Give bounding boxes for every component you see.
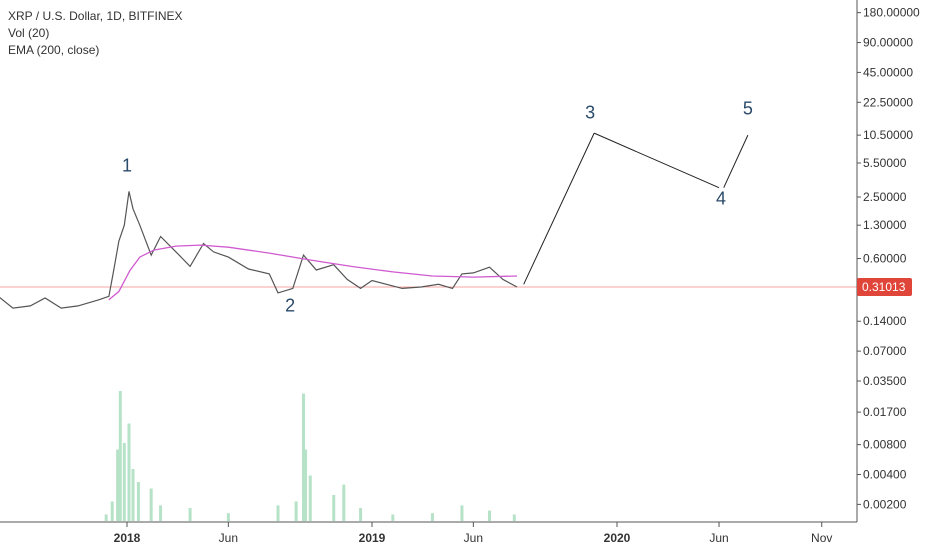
price-badge: 0.31013	[857, 277, 912, 296]
wave-label-5: 5	[743, 98, 753, 118]
ema-series-line	[108, 244, 518, 301]
y-tick-label: 0.03500	[863, 374, 907, 388]
wave-label-2: 2	[285, 296, 295, 316]
y-axis-ticks: 180.00000 90.00000 45.00000 22.50000 10.5000…	[857, 6, 920, 511]
volume-bar	[304, 449, 308, 521]
price-series-line	[0, 191, 518, 309]
volume-bar	[131, 469, 135, 521]
volume-bar	[342, 484, 346, 521]
y-tick-label: 0.07000	[863, 344, 907, 358]
volume-bar	[118, 391, 122, 521]
y-tick-label: 0.00800	[863, 438, 907, 452]
volume-indicator-label[interactable]: Vol (20)	[8, 26, 50, 40]
projection-layer	[523, 132, 749, 285]
volume-bar	[332, 495, 336, 521]
volume-bar	[391, 514, 395, 521]
annotation-layer: 1 2 3 4 5	[122, 98, 753, 315]
x-tick-label: Jun	[219, 531, 238, 545]
wave-label-3: 3	[585, 102, 595, 122]
wave-label-4: 4	[716, 189, 726, 209]
volume-bar	[188, 508, 192, 521]
volume-bar	[512, 514, 516, 521]
y-tick-label: 180.00000	[863, 6, 920, 20]
volume-bar	[149, 488, 153, 521]
volume-bar	[116, 449, 120, 521]
y-tick-label: 22.50000	[863, 95, 913, 109]
x-axis-ticks: 2018 Jun 2019 Jun 2020 Jun Nov	[114, 522, 832, 545]
volume-bar	[430, 513, 434, 521]
y-tick-label: 0.00400	[863, 468, 907, 482]
y-tick-label: 0.00200	[863, 497, 907, 511]
y-tick-label: 0.14000	[863, 314, 907, 328]
x-tick-label: Jun	[464, 531, 483, 545]
series-layer	[0, 191, 518, 309]
y-tick-label: 90.00000	[863, 36, 913, 50]
volume-layer	[104, 391, 516, 521]
volume-bar	[122, 443, 126, 521]
y-tick-label: 2.50000	[863, 190, 907, 204]
x-tick-label: Jun	[709, 531, 728, 545]
y-tick-label: 0.60000	[863, 252, 907, 266]
y-tick-label: 45.00000	[863, 65, 913, 79]
volume-bar	[104, 514, 108, 521]
volume-bar	[159, 505, 163, 521]
y-tick-label: 10.50000	[863, 128, 913, 142]
volume-bar	[487, 510, 491, 521]
x-tick-label: 2018	[114, 531, 141, 545]
x-tick-label: 2020	[604, 531, 631, 545]
price-badge-text: 0.31013	[862, 280, 906, 294]
volume-bar	[127, 423, 131, 521]
volume-bar	[226, 513, 230, 521]
volume-bar	[276, 505, 280, 521]
volume-bar	[136, 482, 140, 521]
y-tick-label: 5.50000	[863, 156, 907, 170]
volume-bar	[302, 393, 306, 521]
x-tick-label: 2019	[359, 531, 386, 545]
projection-segment	[593, 132, 720, 189]
projection-segment	[523, 132, 595, 285]
y-tick-label: 0.01700	[863, 405, 907, 419]
volume-bar	[294, 501, 298, 521]
projection-segment	[723, 134, 749, 188]
volume-bar	[460, 505, 464, 521]
x-tick-label: Nov	[811, 531, 832, 545]
price-badge-bg	[857, 277, 912, 296]
volume-bar	[110, 501, 114, 521]
volume-bar	[308, 475, 312, 521]
legend-header: XRP / U.S. Dollar, 1D, BITFINEX Vol (20)…	[8, 8, 183, 59]
ema-indicator-label[interactable]: EMA (200, close)	[8, 43, 100, 57]
y-tick-label: 1.30000	[863, 218, 907, 232]
volume-bar	[359, 508, 363, 521]
wave-label-1: 1	[122, 156, 132, 176]
chart-title: XRP / U.S. Dollar, 1D, BITFINEX	[8, 9, 183, 23]
